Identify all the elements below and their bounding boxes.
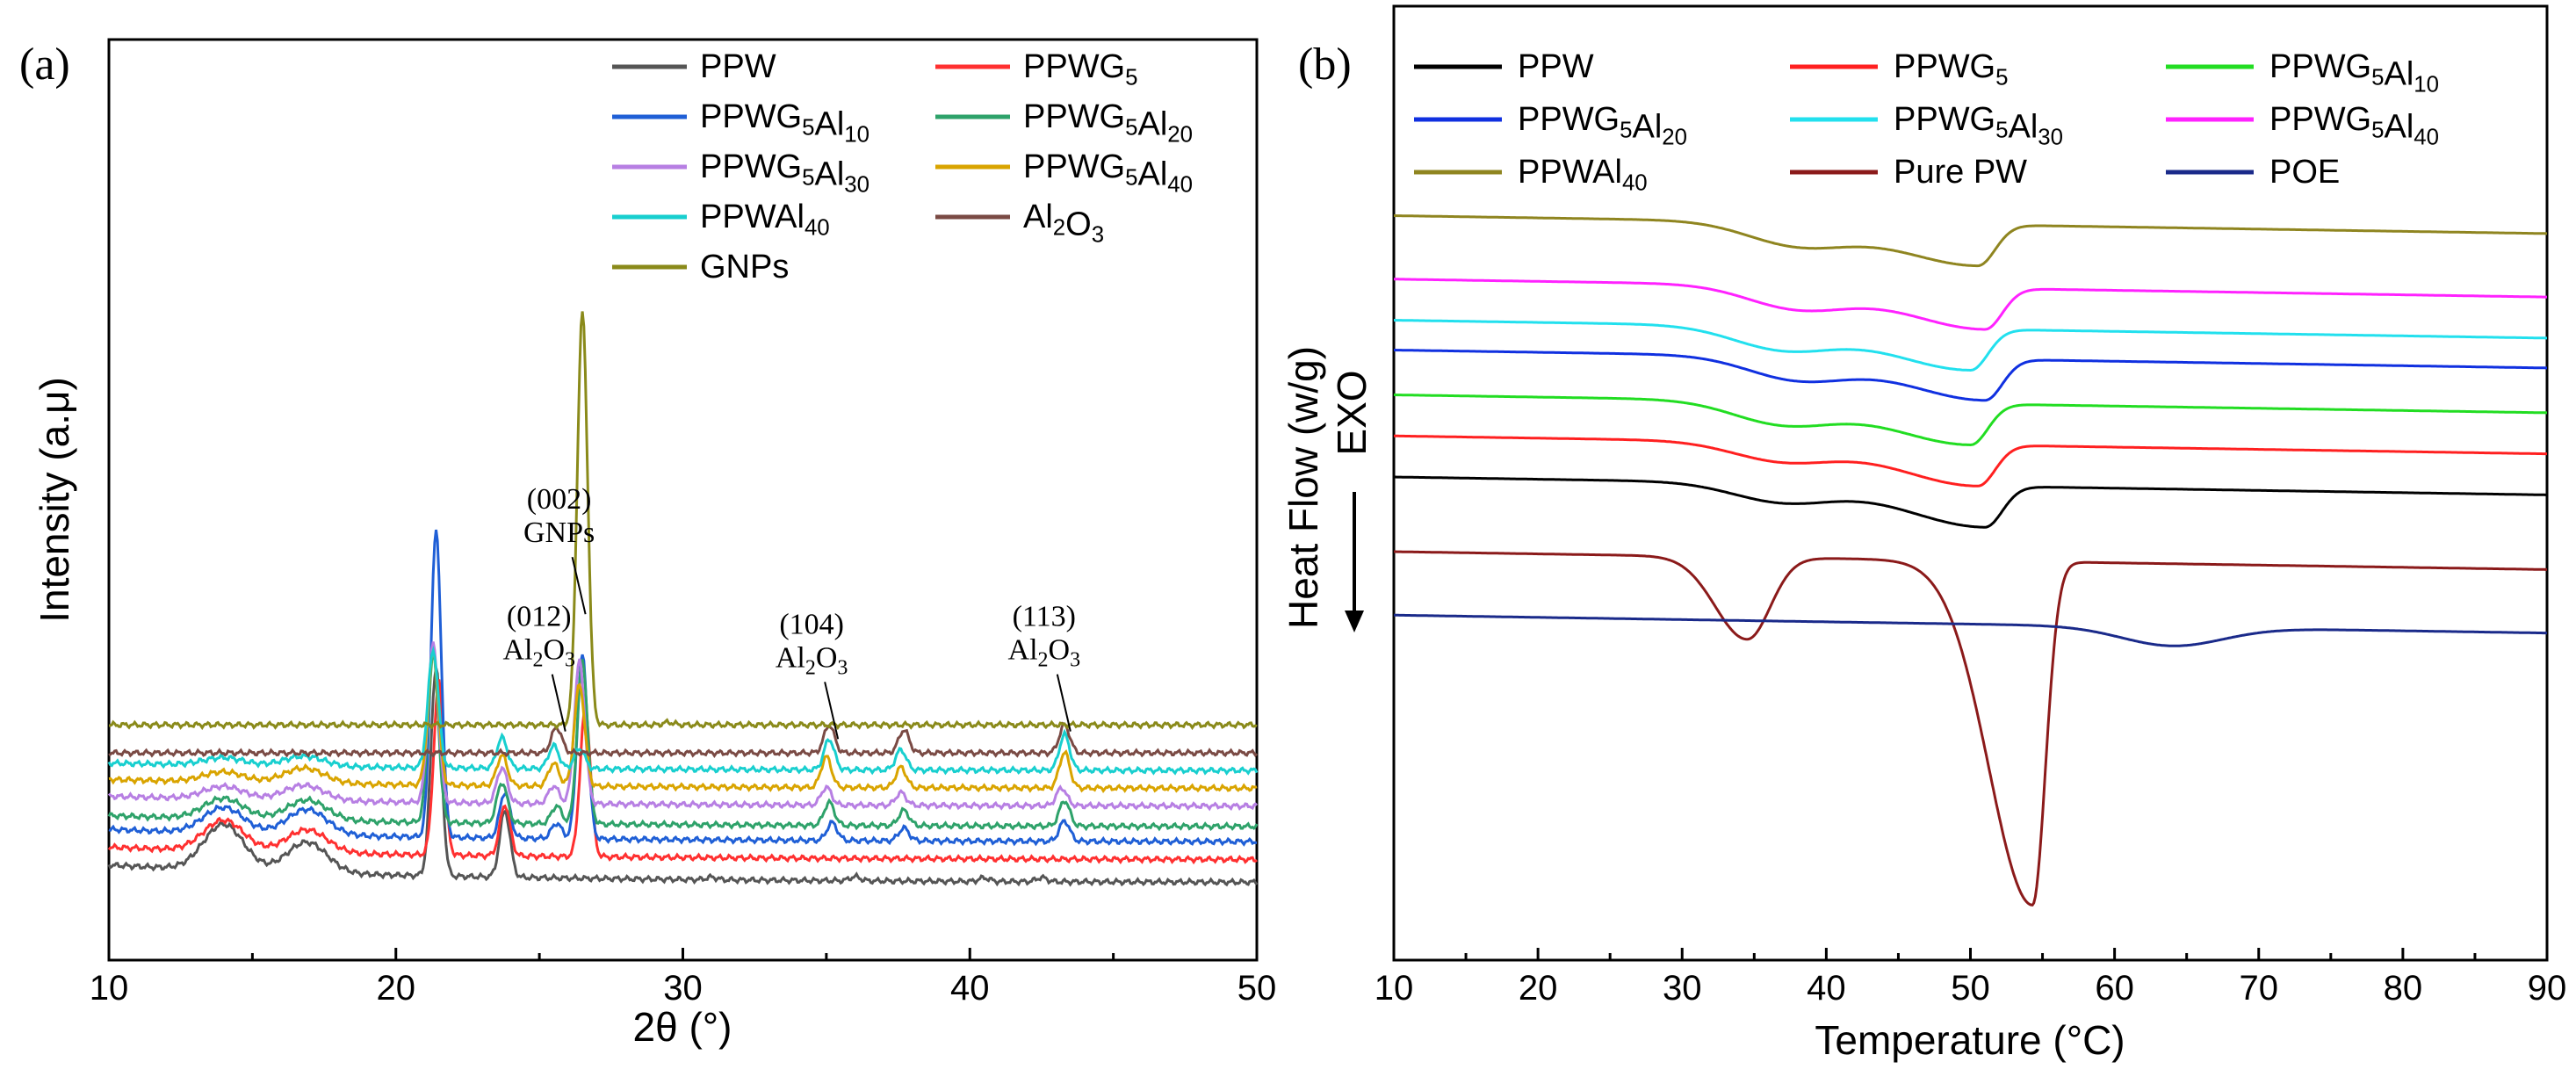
panel-b-series-ppw: [1394, 475, 2547, 529]
panel-b-series-ppwg5: [1394, 434, 2547, 488]
panel-a-annotation-plane: (002): [527, 483, 592, 516]
panel-a-legend-label: Al2O3: [1023, 199, 1104, 248]
panel-a-annotation-arrow: [824, 682, 840, 740]
panel-b-legend-label: PPWG5: [1894, 48, 2009, 90]
panel-a-x-tick-label: 40: [950, 969, 990, 1008]
panel-a-x-tick-label: 30: [663, 969, 703, 1008]
panel-a-legend-label: PPWG5Al40: [1023, 148, 1193, 198]
panel-a-annotation-arrow: [571, 556, 587, 615]
panel-a-annotation-plane: (113): [1013, 601, 1076, 633]
panel-a-legend-label: PPWG5Al30: [700, 148, 869, 198]
panel-a-series-ppwal40: [107, 645, 1259, 776]
panel-b-series-ppwg5al40: [1394, 278, 2547, 331]
panel-a-series-ppwg5al10: [108, 529, 1257, 847]
panel-a-annotation-phase: Al2O3: [502, 634, 575, 672]
panel-a-annotation-phase: Al2O3: [1008, 634, 1081, 672]
panel-a-annotation-arrow: [551, 674, 566, 732]
panel-a-legend-label: PPWG5: [1023, 48, 1138, 90]
panel-b-x-ticks: 10 20 30 40 50 60 70 80 90: [1375, 948, 2567, 1008]
panel-a-annotation-plane: (012): [507, 601, 572, 633]
panel-a-annotation-plane: (104): [779, 608, 844, 640]
panel-a-x-ticks: 10 20 30 40 50: [90, 948, 1277, 1008]
panel-a-x-tick-label: 50: [1237, 969, 1277, 1008]
panel-b-series-ppwal40: [1394, 214, 2547, 268]
panel-a-annotation-arrow: [1056, 674, 1072, 732]
panel-b-legend-label: PPW: [1518, 48, 1594, 85]
panel-a-label: (a): [19, 40, 70, 90]
panel-b-series-ppwg5al10: [1394, 394, 2547, 447]
panel-b-legend-label: POE: [2269, 154, 2340, 191]
panel-a-annotations: (002)GNPs(012)Al2O3(104)Al2O3(113)Al2O3: [502, 483, 1081, 740]
panel-a-curves: [107, 311, 1259, 887]
panel-b-legend-label: PPWG5Al10: [2269, 48, 2439, 98]
panel-b-x-tick-label: 50: [1951, 969, 1990, 1008]
panel-a-annotation-phase: Al2O3: [776, 641, 848, 679]
panel-b-x-axis-label: Temperature (°C): [1815, 1017, 2125, 1063]
panel-b-series-poe: [1394, 613, 2548, 647]
panel-a-y-axis-label: Intensity (a.μ): [32, 377, 77, 623]
panel-a-x-axis-label: 2θ (°): [633, 1004, 732, 1050]
panel-a-series-ppwg5: [107, 679, 1258, 865]
panel-b-x-tick-label: 40: [1807, 969, 1846, 1008]
panel-b-curves: [1394, 214, 2548, 907]
panel-a-legend-label: PPW: [700, 48, 776, 85]
panel-b-x-tick-label: 10: [1375, 969, 1414, 1008]
panel-b-exo-arrow-head: [1345, 611, 1364, 632]
panel-a-series-ppwg5al40: [108, 649, 1258, 794]
panel-b-x-tick-label: 30: [1663, 969, 1702, 1008]
panel-a-legend: PPW PPWG5 PPWG5Al10 PPWG5Al20 PPWG5Al30 PPWG5…: [612, 48, 1193, 285]
panel-b-legend-label: PPWAl40: [1518, 154, 1648, 195]
panel-b-x-tick-label: 80: [2384, 969, 2423, 1008]
panel-b-legend: PPW PPWG5 PPWG5Al10 PPWG5Al20 PPWG5Al30 PPWG5…: [1414, 48, 2439, 195]
panel-b-legend-label: PPWG5Al20: [1518, 101, 1687, 150]
panel-a-x-tick-label: 20: [377, 969, 416, 1008]
panel-a-legend-label: PPWG5Al10: [700, 98, 869, 148]
panel-a-legend-label: GNPs: [700, 249, 789, 285]
panel-b-x-tick-label: 60: [2095, 969, 2134, 1008]
panel-a-series-al2o3: [108, 721, 1259, 759]
panel-b-x-tick-label: 20: [1519, 969, 1558, 1008]
panel-a-series-gnps: [109, 311, 1258, 731]
panel-a-legend-label: PPWG5Al20: [1023, 98, 1193, 148]
panel-b-legend-label: Pure PW: [1894, 154, 2027, 191]
panel-b-legend-label: PPWG5Al30: [1894, 101, 2063, 150]
panel-a-xrd-chart: (a) Intensity (a.μ) 2θ (°) 10 20 30 40 50 (0…: [19, 38, 1277, 1050]
panel-b-series-ppwg5al30: [1394, 319, 2547, 372]
panel-b-y-axis-label: Heat Flow (w/g): [1281, 346, 1326, 629]
panel-a-legend-label: PPWAl40: [700, 199, 830, 240]
panel-b-plot-frame: [1392, 4, 2549, 962]
panel-a-series-ppwg5al30: [107, 641, 1259, 812]
panel-a-series-ppwg5al20: [107, 649, 1259, 832]
panel-b-dsc-chart: (b) Heat Flow (w/g) EXO Temperature (°C)…: [1281, 4, 2567, 1063]
panel-b-label: (b): [1298, 40, 1352, 90]
panel-a-series-ppw: [107, 667, 1259, 887]
panel-b-exo-label: EXO: [1329, 370, 1375, 455]
panel-b-legend-label: PPWG5Al40: [2269, 101, 2439, 150]
panel-a-x-tick-label: 10: [90, 969, 129, 1008]
panel-b-series-ppwg5al20: [1394, 349, 2547, 402]
panel-a-annotation-phase: GNPs: [523, 517, 595, 549]
panel-b-x-tick-label: 70: [2240, 969, 2279, 1008]
panel-b-series-pure-pw: [1394, 550, 2547, 907]
panel-b-x-tick-label: 90: [2528, 969, 2567, 1008]
